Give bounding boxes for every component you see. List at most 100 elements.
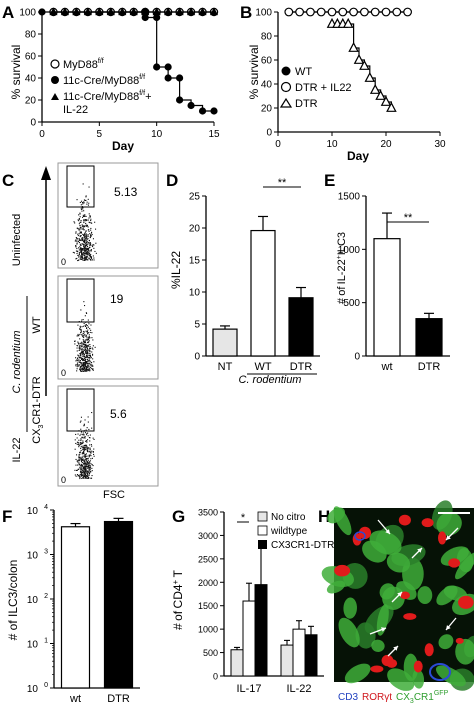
flow-event [83, 243, 85, 245]
flow-event [79, 221, 81, 223]
x-tick-label: 0 [275, 139, 281, 150]
flow-event [90, 229, 92, 231]
flow-event [83, 358, 85, 360]
flow-event [78, 249, 80, 251]
flow-event [75, 475, 77, 477]
flow-event [83, 332, 85, 334]
flow-event [84, 315, 86, 317]
flow-event [78, 242, 80, 244]
flow-event [77, 324, 79, 326]
panel-d: 0 5 10 15 20 25 NT WT DTR ** %IL-22 C. rodentium [169, 177, 320, 386]
panel-b-xlabel: Day [347, 149, 369, 163]
data-point [316, 7, 326, 17]
legend-label-il22: IL-22 [63, 104, 88, 116]
flow-event [83, 363, 85, 365]
panel-letter-b: B [240, 3, 252, 22]
flow-event [80, 442, 82, 444]
flow-event [78, 444, 80, 446]
flow-event [86, 250, 88, 252]
flow-event [79, 325, 81, 327]
flow-event [85, 230, 87, 232]
flow-event [86, 251, 88, 253]
flow-event [82, 339, 84, 341]
flow-event [80, 227, 82, 229]
flow-event [92, 437, 94, 439]
flow-event [83, 253, 85, 255]
flow-event [78, 462, 80, 464]
flow-event [75, 360, 77, 362]
flow-event [82, 216, 84, 218]
flow-event [83, 254, 85, 256]
flow-event [83, 344, 85, 346]
flow-event [85, 470, 87, 472]
flow-event [85, 347, 87, 349]
flow-event [89, 246, 91, 248]
flow-event [84, 215, 86, 217]
y-tick-label: 10 [27, 640, 39, 651]
data-point [375, 89, 386, 100]
flow-event [82, 249, 84, 251]
flow-event [85, 224, 87, 226]
data-point [153, 13, 161, 22]
flow-event [87, 360, 89, 362]
flow-event [80, 438, 82, 440]
flow-event [80, 468, 82, 470]
y-tick-label: 10 [27, 506, 39, 517]
flow-event [92, 238, 94, 240]
flow-event [89, 236, 91, 238]
flow-event [90, 463, 92, 465]
flow-event [88, 465, 90, 467]
flow-event [78, 454, 80, 456]
panel-e: 0 500 1000 1500 wt DTR ** # of IL-22+ILC3 [336, 192, 450, 373]
flow-event [89, 346, 91, 348]
flow-event [83, 369, 85, 371]
flow-event [89, 328, 91, 330]
flow-event [86, 472, 88, 474]
flow-event [84, 475, 86, 477]
flow-event [88, 467, 90, 469]
y-tick-label: 60 [261, 56, 273, 67]
flow-event [86, 447, 88, 449]
panel-f: 10 0 10 1 10 2 10 3 10 4 wt DTR # of ILC3/colon [6, 504, 140, 705]
flow-event [81, 248, 83, 250]
x-tick-label: wt [381, 361, 393, 373]
flow-event [76, 347, 78, 349]
flow-plot-uninfected [57, 162, 159, 269]
flow-event [74, 448, 76, 450]
flow-event [88, 454, 90, 456]
flow-event [82, 233, 84, 235]
data-point [72, 7, 81, 16]
flow-event [82, 370, 84, 372]
flow-event [85, 330, 87, 332]
flow-event [83, 469, 85, 471]
flow-event [79, 229, 81, 231]
flow-event [83, 237, 85, 239]
flow-event [83, 451, 85, 453]
flow-event [80, 464, 82, 466]
flow-event [76, 250, 78, 252]
y-tick-label: 25 [189, 192, 201, 203]
flow-event [85, 351, 87, 353]
flow-event [80, 457, 82, 459]
flow-event [88, 257, 90, 259]
flow-event [89, 360, 91, 362]
flow-event [88, 217, 90, 219]
micrograph-arrows [369, 519, 459, 657]
flow-event [85, 233, 87, 235]
data-point [186, 7, 196, 16]
flow-event [77, 333, 79, 335]
flow-event [79, 466, 81, 468]
flow-event [80, 247, 82, 249]
roryt-cell [424, 643, 434, 657]
flow-event [79, 471, 81, 473]
flow-event [93, 244, 95, 246]
flow-event [82, 441, 84, 443]
flow-event [80, 345, 82, 347]
flow-event [80, 329, 82, 331]
flow-event [94, 250, 96, 252]
flow-event [78, 361, 80, 363]
flow-event [79, 344, 81, 346]
flow-event [78, 464, 80, 466]
flow-event [86, 248, 88, 250]
flow-event [84, 256, 86, 258]
